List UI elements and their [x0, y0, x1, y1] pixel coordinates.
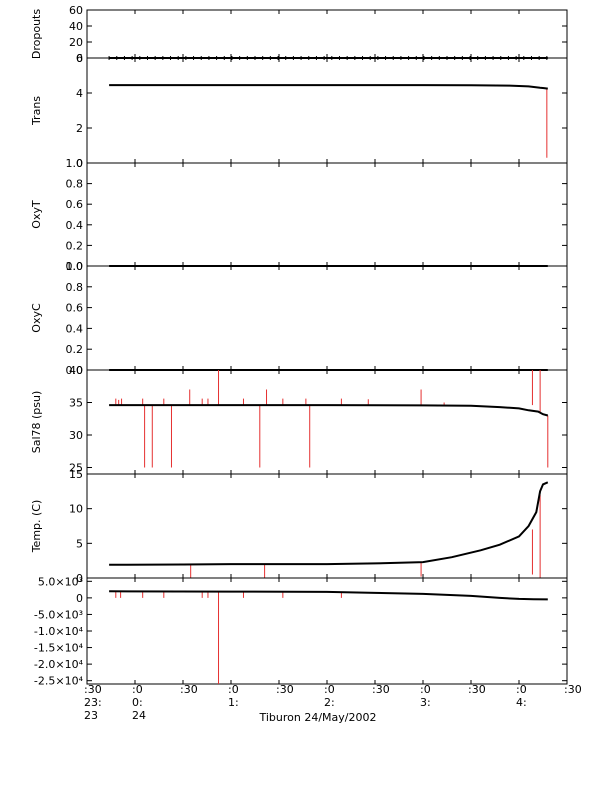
y-tick-label: 10 [69, 503, 83, 516]
y-tick-label: 0 [76, 572, 83, 585]
panel-frame [86, 9, 568, 59]
time-tick-label: 1: [228, 696, 239, 709]
y-tick-label: -1.5×10⁴ [34, 642, 84, 655]
time-tick-label: :30 [372, 683, 390, 696]
y-axis-label: Sal78 (psu) [30, 391, 43, 454]
y-tick-label: 1.0 [66, 157, 84, 170]
y-tick-label: -2.0×10⁴ [34, 658, 84, 671]
time-tick-label: :30 [468, 683, 486, 696]
time-axis-labels: :3023:23:00:24:30:01::30:02::30:03::30:0… [84, 683, 582, 722]
time-tick-label: 24 [132, 709, 146, 722]
panel-frame [86, 162, 568, 267]
y-tick-label: 0.4 [66, 322, 84, 335]
panel-6: 5.0×10³0-5.0×10³-1.0×10⁴-1.5×10⁴-2.0×10⁴… [34, 575, 568, 688]
time-tick-label: 4: [516, 696, 527, 709]
y-tick-label: -2.5×10⁴ [34, 675, 84, 688]
y-tick-label: -1.0×10⁴ [34, 625, 84, 638]
y-tick-label: 40 [69, 364, 83, 377]
time-tick-label: 0: [132, 696, 143, 709]
panel-frame [86, 577, 568, 685]
y-tick-label: 60 [69, 4, 83, 17]
panel-2: 0.0 0.2 0.4 0.6 0.8 1.0 OxyT [30, 157, 568, 273]
y-tick-label: 5 [76, 537, 83, 550]
y-tick-label: 15 [69, 468, 83, 481]
y-tick-label: 20 [69, 36, 83, 49]
time-tick-label: 3: [420, 696, 431, 709]
y-tick-label: 0 [76, 592, 83, 605]
y-tick-label: 0.8 [66, 178, 84, 191]
y-tick-label: 2 [76, 122, 83, 135]
y-tick-label: 0 [76, 52, 83, 65]
y-tick-label: 30 [69, 429, 83, 442]
time-tick-label: :30 [276, 683, 294, 696]
time-tick-label: 23: [84, 696, 102, 709]
panels-layer: 0 20 40 60 Dropouts 0 2 4 6 Trans 0.0 0.2 0.4 0.6 0.8 1… [30, 4, 568, 688]
panel-frame [86, 265, 568, 371]
panel-5: 0 5 10 15 Temp. (C) [30, 468, 568, 585]
panel-1: 0 2 4 6 Trans [30, 52, 568, 170]
y-tick-label: 0.2 [66, 343, 84, 356]
y-tick-label: 0.6 [66, 302, 84, 315]
series-line [109, 590, 548, 601]
time-tick-label: :30 [180, 683, 198, 696]
time-tick-label: 2: [324, 696, 335, 709]
time-tick-label: :0 [516, 683, 527, 696]
y-tick-label: 0.2 [66, 239, 84, 252]
panel-0: 0 20 40 60 Dropouts [30, 4, 568, 65]
time-tick-label: :0 [132, 683, 143, 696]
y-tick-label: 0 [76, 157, 83, 170]
panel-4: 25 30 35 40 Sal78 (psu) [30, 364, 568, 475]
y-tick-label: 0.6 [66, 198, 84, 211]
y-tick-label: 0.8 [66, 281, 84, 294]
time-tick-label: :30 [564, 683, 582, 696]
y-tick-label: 0.4 [66, 219, 84, 232]
y-tick-label: 5.0×10³ [38, 575, 83, 588]
y-axis-label: Temp. (C) [30, 500, 43, 554]
footer-label: Tiburon 24/May/2002 [258, 711, 376, 724]
y-axis-label: OxyT [30, 200, 43, 229]
y-tick-label: 6 [76, 52, 83, 65]
series-line [109, 481, 549, 566]
y-tick-label: 0.0 [66, 364, 84, 377]
time-tick-label: 23 [84, 709, 98, 722]
time-tick-label: :30 [84, 683, 102, 696]
y-tick-label: 4 [76, 87, 83, 100]
y-axis-label: Dropouts [30, 9, 43, 59]
panel-frame [86, 473, 568, 579]
y-tick-label: 40 [69, 20, 83, 33]
y-tick-label: 35 [69, 397, 83, 410]
y-tick-label: -5.0×10³ [34, 608, 83, 621]
time-tick-label: :0 [324, 683, 335, 696]
series-line [109, 84, 548, 90]
time-tick-label: :0 [228, 683, 239, 696]
y-tick-label: 25 [69, 462, 83, 475]
panel-3: 0.0 0.2 0.4 0.6 0.8 1.0 OxyC [30, 260, 568, 377]
panel-frame [86, 57, 568, 164]
panel-frame [86, 369, 568, 475]
y-tick-label: 0.0 [66, 260, 84, 273]
y-axis-label: OxyC [30, 303, 43, 333]
y-axis-label: Trans [30, 96, 43, 126]
time-tick-label: :0 [420, 683, 431, 696]
series-line [109, 404, 549, 417]
y-tick-label: 1.0 [66, 260, 84, 273]
